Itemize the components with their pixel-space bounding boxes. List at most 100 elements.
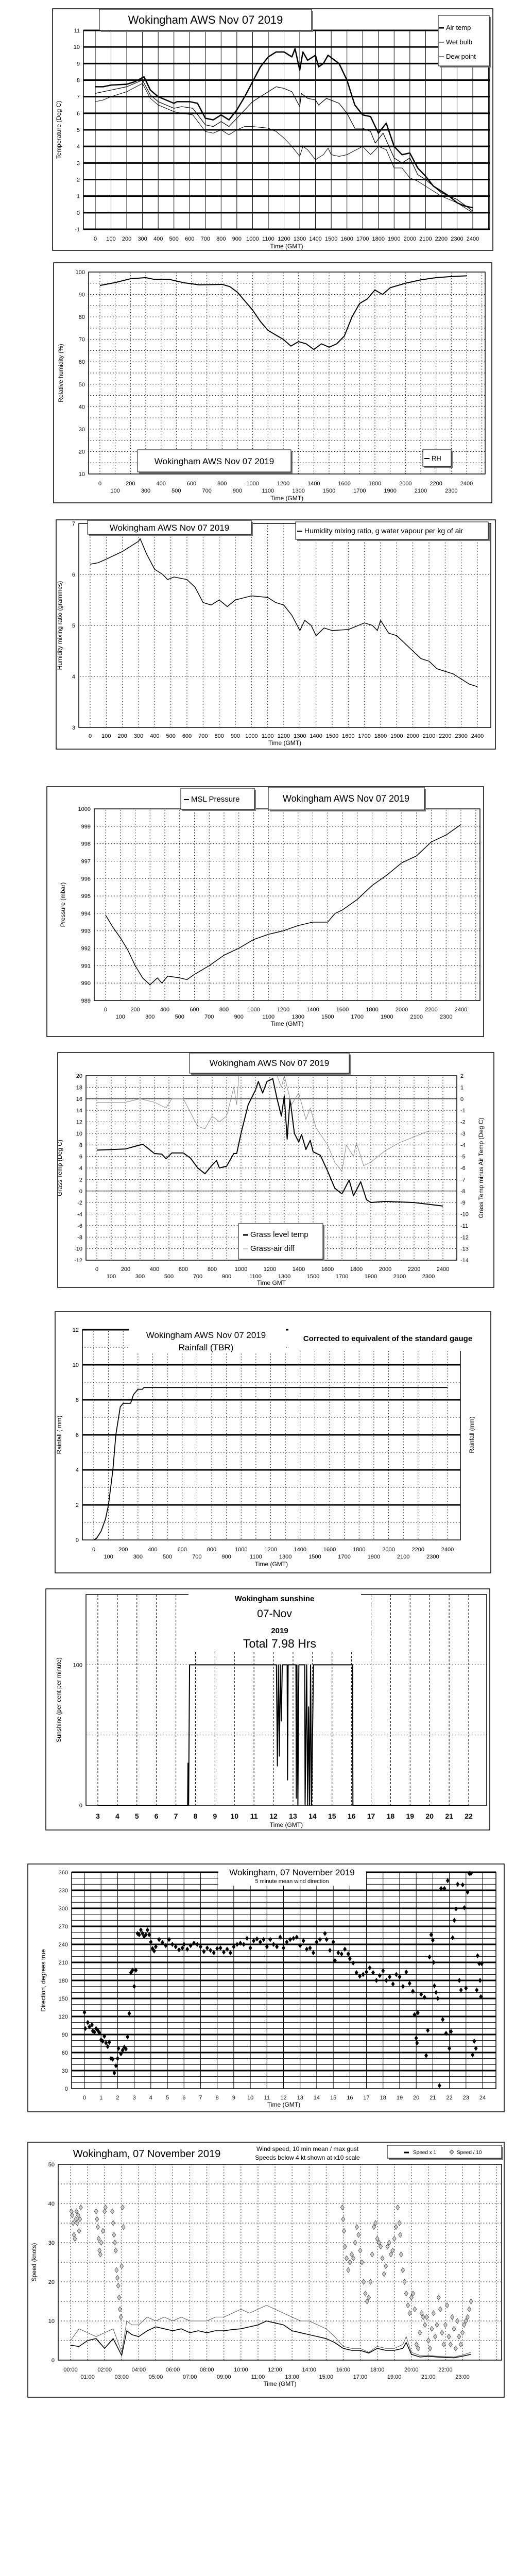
y-tick-label: 120 (59, 2014, 68, 2020)
data-point-diamond (324, 1937, 329, 1942)
y-tick-label: 150 (59, 1996, 68, 2002)
x-tick-label: 200 (130, 1007, 140, 1013)
y-tick-label: 996 (81, 876, 91, 882)
data-point-diamond (351, 1960, 355, 1966)
x-tick-label: 14 (314, 2095, 320, 2101)
data-point-diamond (114, 2063, 118, 2069)
chart-subtitle: Rainfall (TBR) (179, 1343, 234, 1352)
data-point-diamond (469, 1871, 473, 1876)
data-point-diamond (345, 2255, 349, 2262)
y-tick-label: 30 (62, 2068, 68, 2074)
x-tick-label: 13 (297, 2095, 303, 2101)
legend-box (295, 521, 489, 540)
x-tick-label: 400 (150, 733, 159, 739)
y-axis-label: Pressure (mbar) (59, 883, 66, 927)
y-tick-label: 330 (59, 1888, 68, 1894)
x-tick-label: 2000 (399, 481, 411, 487)
data-point-diamond (188, 1943, 193, 1948)
legend-label: Humidity mixing ratio, g water vapour pe… (304, 527, 463, 535)
x-tick-label: 2100 (415, 488, 427, 494)
data-point-diamond (95, 2216, 99, 2223)
data-point-diamond (348, 2259, 352, 2265)
data-point-diamond (106, 2044, 110, 2049)
y-tick-label: 6 (77, 111, 80, 117)
x-tick-label: 1500 (325, 236, 337, 242)
x-tick-label: 0 (94, 236, 97, 242)
y-tick-label: 10 (76, 1131, 82, 1137)
x-tick-label: 9 (213, 1812, 217, 1820)
y2-tick-label: -12 (460, 1234, 469, 1241)
y-tick-label: 80 (79, 314, 85, 320)
x-tick-label: 1300 (278, 1274, 290, 1280)
data-point-diamond (349, 2251, 354, 2258)
x-tick-label: 17 (367, 1812, 375, 1820)
x-tick-label: 1300 (294, 733, 306, 739)
data-point-diamond (384, 2263, 388, 2269)
x-tick-label: 3 (96, 1812, 100, 1820)
y-axis-label: Sunshine (per cent per minute) (55, 1657, 62, 1742)
data-point-diamond (308, 1945, 312, 1951)
chart-title: Wokingham AWS Nov 07 2019 (283, 793, 409, 804)
data-point-diamond (342, 2243, 347, 2250)
data-point-diamond (479, 1961, 484, 1967)
x-tick-label: 700 (198, 733, 208, 739)
data-point-diamond (117, 2294, 122, 2301)
data-point-diamond (78, 2204, 83, 2211)
x-tick-label: 5 (135, 1812, 139, 1820)
data-point-diamond (114, 2267, 119, 2273)
x-tick-label: 2400 (437, 1266, 449, 1273)
x-tick-label: 1100 (250, 1554, 262, 1560)
series-line (70, 2320, 471, 2359)
data-point-diamond (390, 2247, 395, 2253)
data-point-diamond (285, 1939, 289, 1945)
x-tick-label: 22 (465, 1812, 473, 1820)
data-point-diamond (295, 1935, 299, 1940)
data-point-diamond (387, 2240, 391, 2246)
y-tick-label: 100 (76, 269, 85, 276)
chart-title: Wokingham, 07 November 2019 (229, 1868, 355, 1877)
y-axis-label: Direction, degrees true (40, 1949, 47, 2012)
y-tick-label: 240 (59, 1942, 68, 1948)
series-line (95, 48, 473, 209)
data-point-diamond (271, 1942, 276, 1947)
data-point-diamond (411, 1989, 415, 1994)
y-tick-label: 993 (81, 928, 91, 935)
data-point-diamond (394, 1972, 399, 1977)
data-point-diamond (367, 2294, 371, 2301)
data-point-diamond (116, 2045, 121, 2051)
y-tick-label: 2 (79, 1177, 82, 1183)
chart-annotations: MSL Pressure Wokingham AWS Nov 07 2019 (180, 787, 426, 811)
series-line (70, 2305, 471, 2358)
data-point-diamond (391, 1981, 395, 1987)
data-point-diamond (371, 1970, 375, 1975)
x-tick-label: 700 (201, 236, 210, 242)
x-tick-label: 1000 (246, 481, 259, 487)
x-tick-label: 1700 (353, 488, 366, 494)
x-tick-label: 1900 (390, 733, 403, 739)
y-tick-label: 998 (81, 841, 91, 848)
data-point-diamond (100, 2038, 105, 2044)
data-point-diamond (457, 1978, 461, 1983)
x-tick-label: 200 (117, 733, 127, 739)
data-point-diamond (416, 2345, 420, 2351)
data-point-diamond (464, 2318, 468, 2324)
data-point-diamond (414, 2341, 419, 2348)
x-tick-label: 1700 (336, 1274, 348, 1280)
data-point-diamond (96, 2235, 101, 2242)
data-point-diamond (460, 1882, 465, 1888)
series-line (277, 1075, 443, 1172)
series-line (90, 538, 478, 687)
legend-swatch-diamond (449, 2149, 454, 2155)
data-point-diamond (265, 1944, 269, 1950)
data-point-diamond (258, 1939, 262, 1945)
x-tick-label: 2200 (412, 1547, 424, 1553)
data-point-diamond (177, 1947, 181, 1953)
x-tick-label: 500 (164, 1274, 174, 1280)
data-point-diamond (78, 2216, 82, 2223)
plot-area (78, 523, 491, 728)
data-point-diamond (74, 2208, 79, 2214)
data-point-diamond (392, 2235, 397, 2242)
legend-label: Air temp (446, 24, 471, 31)
x-tick-label: 1100 (262, 733, 274, 739)
data-point-diamond (422, 1994, 426, 2000)
